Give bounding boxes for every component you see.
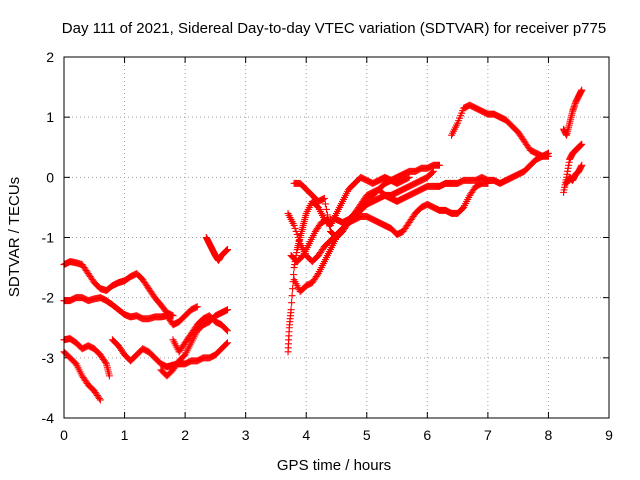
y-tick-label: 1 [46, 109, 54, 125]
data-point [101, 358, 109, 366]
data-series [60, 258, 177, 320]
x-tick-label: 1 [121, 427, 129, 443]
x-axis-label: GPS time / hours [277, 457, 391, 474]
x-tick-label: 9 [605, 427, 613, 443]
data-series [448, 101, 552, 160]
x-tick-label: 3 [242, 427, 250, 443]
data-point [288, 299, 296, 307]
y-tick-labels: -4 -3 -2 -1 0 1 2 [42, 49, 55, 426]
data-point [294, 234, 302, 241]
chart-title: Day 111 of 2021, Sidereal Day-to-day VTE… [62, 20, 606, 37]
data-point [428, 168, 436, 176]
data-series [157, 306, 231, 380]
x-tick-label: 7 [484, 427, 492, 443]
y-tick-label: 0 [46, 169, 54, 185]
data-series [169, 312, 231, 356]
y-axis-label: SDTVAR / TECUs [6, 177, 23, 297]
x-tick-label: 4 [302, 427, 310, 443]
data-series [60, 294, 201, 329]
x-tick-labels: 0 1 2 3 4 5 6 7 8 9 [60, 427, 613, 443]
data-series [563, 161, 586, 187]
data-point [96, 396, 104, 404]
data-point [224, 246, 231, 254]
data-point [578, 140, 586, 148]
data-point [288, 292, 296, 300]
data-point [429, 167, 437, 175]
data-point [290, 221, 298, 229]
x-tick-label: 2 [181, 427, 189, 443]
data-point [578, 161, 586, 169]
data-point [323, 211, 331, 219]
data-point [95, 394, 103, 402]
data-point [169, 312, 177, 320]
data-point [578, 86, 586, 94]
data-series [290, 149, 552, 241]
data-point [544, 152, 552, 160]
data-point [105, 372, 113, 380]
data-point [405, 173, 413, 181]
y-tick-label: -1 [42, 230, 55, 246]
data-point [224, 306, 231, 314]
y-tick-label: -4 [42, 410, 55, 426]
data-point [224, 339, 231, 347]
data-point [435, 161, 443, 169]
data-point [293, 230, 301, 238]
x-tick-label: 8 [545, 427, 553, 443]
data-point [222, 340, 230, 348]
data-point [287, 306, 295, 314]
data-point [291, 224, 299, 232]
data-point [324, 216, 332, 224]
data-point [321, 200, 329, 208]
data-series [560, 86, 586, 139]
y-tick-label: 2 [46, 49, 54, 65]
data-point [224, 327, 231, 335]
data-point [313, 271, 321, 279]
y-tick-label: -2 [42, 290, 55, 306]
y-tick-label: -3 [42, 350, 55, 366]
x-tick-label: 6 [423, 427, 431, 443]
data-point [322, 205, 330, 213]
data-point [320, 194, 328, 202]
data-point [295, 237, 303, 245]
x-tick-label: 0 [60, 427, 68, 443]
plot-frame [63, 56, 610, 419]
x-tick-label: 5 [363, 427, 371, 443]
data-series [202, 234, 231, 264]
data-point [222, 326, 230, 334]
data-point [325, 222, 333, 230]
data-point [193, 303, 201, 311]
data-point [289, 285, 297, 293]
data-series [60, 348, 104, 404]
data-point [292, 227, 300, 235]
data-points [60, 86, 586, 404]
data-series [108, 336, 231, 371]
